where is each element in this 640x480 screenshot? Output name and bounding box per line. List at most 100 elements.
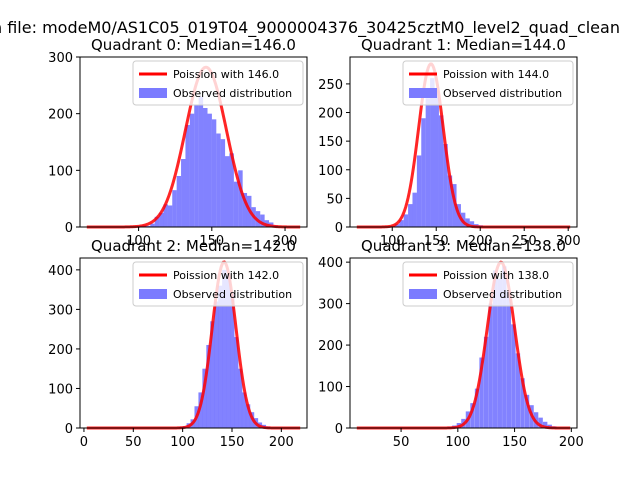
histogram-bar [511,324,516,428]
quadrant-3-chart: Quadrant 3: Median=138.0 50 100 150 200 0 100 2… [318,237,584,450]
y-tick-label: 100 [318,381,343,396]
histogram-bar [211,119,217,227]
histogram-bar [230,293,235,428]
y-tick-label: 200 [48,343,73,358]
x-tick-label: 0 [80,435,88,450]
histogram-bar [202,368,207,428]
histogram-bar [394,224,400,227]
histogram-bar [229,153,234,227]
histogram-bar [241,392,247,428]
x-tick-label: 200 [269,435,294,450]
x-tick-label: 100 [126,234,151,249]
legend-observed-swatch [409,88,437,98]
legend-observed-swatch [409,289,437,299]
histogram-bar [502,266,507,428]
legend-observed-label: Observed distribution [443,288,562,301]
legend-box [132,261,304,307]
histogram-bar [185,125,190,227]
legend-poisson-label: Poission with 138.0 [443,269,549,282]
histogram-bar [465,218,470,227]
histogram-bar [150,223,155,227]
x-tick-label: 200 [468,234,493,249]
histogram-bar [226,273,231,428]
histogram-bar [159,212,164,227]
y-tick-label: 200 [318,107,343,122]
x-tick-label: 300 [556,234,581,249]
histogram-bar [438,115,444,227]
histogram-bar [488,303,493,428]
histogram-bar [154,216,160,227]
histogram-bar [207,113,212,227]
y-tick-label: 0 [335,422,343,437]
x-tick-label: 100 [445,435,470,450]
histogram-bar [430,78,435,227]
x-tick-label: 100 [380,234,405,249]
x-tick-label: 250 [512,234,537,249]
y-tick-label: 100 [318,164,343,179]
histogram-bar [145,225,151,227]
histogram-bar [222,269,227,428]
legend-observed-label: Observed distribution [173,288,292,301]
x-tick-label: 100 [170,435,195,450]
legend-observed-swatch [139,88,167,98]
legend-box [132,60,304,106]
y-tick-label: 300 [48,303,73,318]
histogram-bar [167,205,173,227]
histogram-bar [493,270,498,428]
quadrant-2-title: Quadrant 2: Median=142.0 [91,237,296,255]
legend-box [402,261,574,307]
y-tick-label: 300 [318,298,343,313]
axes-frame [79,257,308,429]
x-tick-label: 50 [125,435,142,450]
legend-observed-label: Observed distribution [443,87,562,100]
quadrant-0-title: Quadrant 0: Median=146.0 [91,36,296,54]
figure-suptitle: n file: modeM0/AS1C05_019T04_9000004376_… [0,18,620,38]
axes-frame [349,257,578,429]
histogram-bar [538,417,543,428]
histogram-bar [203,108,208,227]
histogram-bar [172,190,177,227]
x-tick-label: 150 [502,435,527,450]
y-tick-label: 0 [65,422,73,437]
histogram-bar [198,96,204,228]
legend-poisson-label: Poission with 144.0 [443,68,549,81]
y-tick-label: 200 [48,108,73,123]
histogram-bar [443,144,448,227]
x-tick-label: 150 [424,234,449,249]
legend-poisson-label: Poission with 142.0 [173,269,279,282]
histogram-bar [176,176,182,227]
x-tick-label: 150 [199,234,224,249]
y-tick-label: 300 [48,51,73,66]
y-tick-label: 50 [326,192,343,207]
histogram-bar [245,404,251,428]
y-tick-label: 400 [48,264,73,279]
legend-observed-label: Observed distribution [173,87,292,100]
histogram-bar [412,192,417,227]
histogram-bar [189,113,195,227]
histogram-bar [403,214,409,227]
axes-frame [349,56,578,228]
x-tick-label: 50 [393,435,410,450]
histogram-bar [238,170,243,227]
histogram-bar [469,221,475,227]
histogram-bar [497,278,502,428]
histogram-bar [210,321,215,428]
histogram-bar [506,291,512,428]
histogram-bar [218,285,223,428]
histogram-bar [260,214,265,227]
histogram-bar [416,155,422,227]
histogram-bar [237,368,243,428]
x-tick-label: 200 [559,435,584,450]
legend-poisson-label: Poission with 146.0 [173,68,279,81]
y-tick-label: 100 [48,382,73,397]
quadrant-1-chart: Quadrant 1: Median=144.0 100 150 200 250 300 0… [318,36,580,249]
y-tick-label: 400 [318,256,343,271]
histogram-bar [224,156,230,227]
histogram-bar [214,301,219,428]
histogram-bar [520,378,525,428]
histogram-bar [216,133,221,227]
quadrant-1-title: Quadrant 1: Median=144.0 [361,36,566,54]
quadrant-2-chart: Quadrant 2: Median=142.0 0 50 100 150 200 0 100… [48,237,308,450]
histogram-bar [434,89,439,228]
histogram-bar [483,336,489,428]
